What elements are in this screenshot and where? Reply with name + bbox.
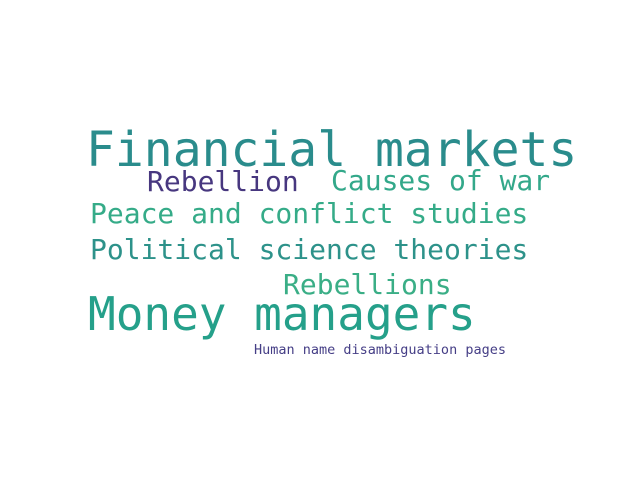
word-political-science-theories: Political science theories bbox=[90, 233, 529, 266]
word-human-name-disambiguation-pages: Human name disambiguation pages bbox=[254, 342, 506, 358]
word-rebellion: Rebellion bbox=[147, 165, 299, 198]
word-rebellions: Rebellions bbox=[283, 268, 452, 301]
word-causes-of-war: Causes of war bbox=[331, 164, 551, 197]
word-financial-markets: Financial markets bbox=[86, 122, 578, 178]
word-money-managers: Money managers bbox=[88, 287, 476, 341]
word-peace-and-conflict-studies: Peace and conflict studies bbox=[90, 197, 529, 230]
